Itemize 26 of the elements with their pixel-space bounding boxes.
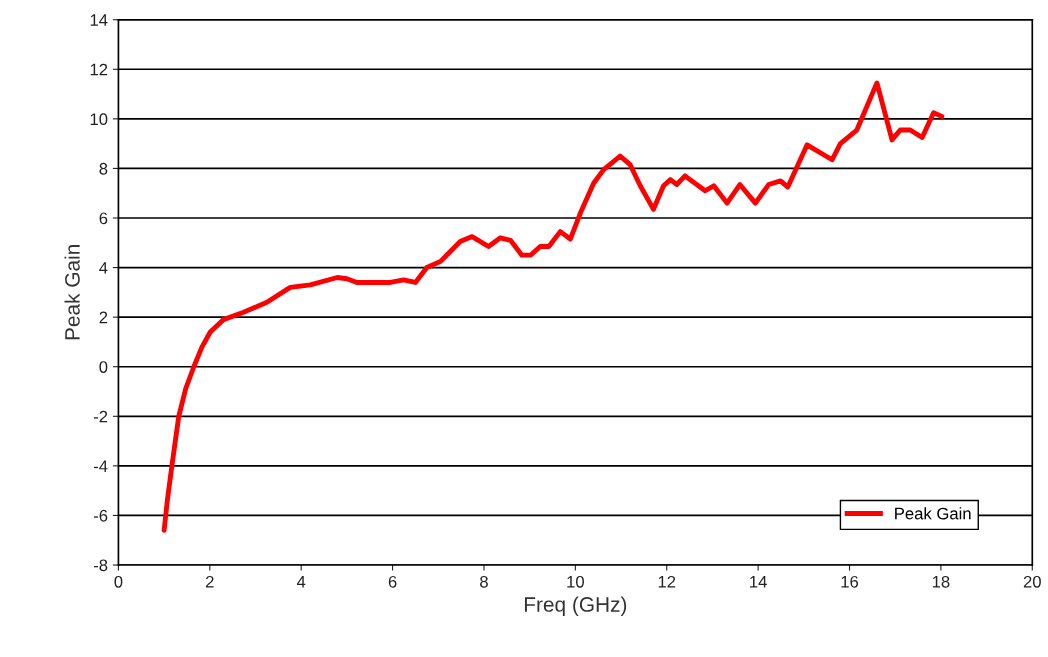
y-tick-label: 2 bbox=[99, 311, 108, 324]
y-tick-label: 12 bbox=[90, 63, 108, 76]
y-tick-label: -8 bbox=[93, 559, 108, 572]
x-tick-label: 12 bbox=[658, 575, 676, 588]
x-tick-label: 18 bbox=[932, 575, 950, 588]
x-axis-title: Freq (GHz) bbox=[524, 596, 627, 616]
x-tick-label: 0 bbox=[114, 575, 123, 588]
y-tick-label: -6 bbox=[93, 509, 108, 522]
y-tick-label: 4 bbox=[99, 262, 108, 274]
x-tick-label: 2 bbox=[206, 575, 214, 588]
y-tick-label: 0 bbox=[99, 361, 108, 373]
y-tick-label: 6 bbox=[99, 212, 108, 225]
x-tick-label: 16 bbox=[841, 575, 859, 588]
y-tick-label: 10 bbox=[90, 113, 108, 126]
y-tick-label: 14 bbox=[90, 14, 108, 26]
x-tick-label: 14 bbox=[750, 576, 767, 588]
y-tick-label: -4 bbox=[93, 460, 108, 472]
x-tick-label: 8 bbox=[480, 575, 488, 588]
x-tick-label: 4 bbox=[296, 576, 306, 588]
y-axis-title: Peak Gain bbox=[64, 245, 80, 340]
legend-label: Peak Gain bbox=[895, 507, 971, 520]
x-tick-label: 10 bbox=[567, 575, 584, 588]
y-tick-label: 8 bbox=[99, 162, 108, 175]
y-tick-label: -2 bbox=[93, 410, 108, 423]
x-tick-label: 6 bbox=[388, 575, 397, 588]
x-tick-label: 20 bbox=[1023, 575, 1041, 588]
